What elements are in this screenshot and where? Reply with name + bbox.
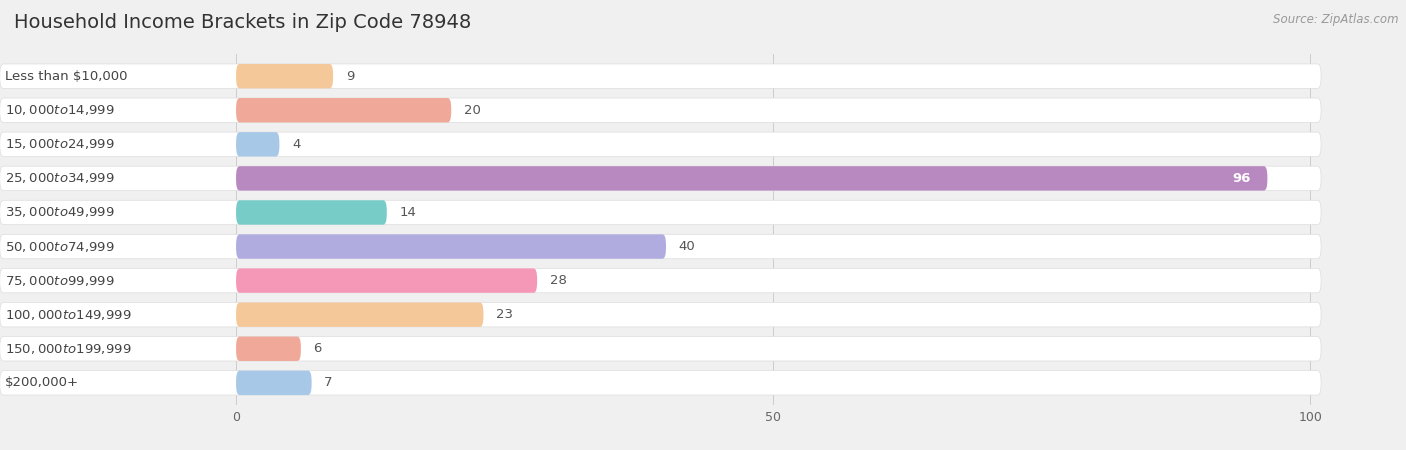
FancyBboxPatch shape bbox=[0, 132, 1322, 157]
Text: $100,000 to $149,999: $100,000 to $149,999 bbox=[6, 308, 132, 322]
Text: 7: 7 bbox=[325, 376, 333, 389]
Text: $50,000 to $74,999: $50,000 to $74,999 bbox=[6, 239, 115, 253]
FancyBboxPatch shape bbox=[0, 64, 1322, 88]
FancyBboxPatch shape bbox=[236, 200, 387, 225]
Text: $150,000 to $199,999: $150,000 to $199,999 bbox=[6, 342, 132, 356]
Text: $75,000 to $99,999: $75,000 to $99,999 bbox=[6, 274, 115, 288]
FancyBboxPatch shape bbox=[236, 268, 537, 293]
FancyBboxPatch shape bbox=[0, 337, 1322, 361]
Text: 14: 14 bbox=[399, 206, 416, 219]
FancyBboxPatch shape bbox=[236, 337, 301, 361]
FancyBboxPatch shape bbox=[0, 166, 1322, 191]
Text: 23: 23 bbox=[496, 308, 513, 321]
Text: 96: 96 bbox=[1233, 172, 1251, 185]
Text: $35,000 to $49,999: $35,000 to $49,999 bbox=[6, 206, 115, 220]
Text: $200,000+: $200,000+ bbox=[6, 376, 79, 389]
Text: Household Income Brackets in Zip Code 78948: Household Income Brackets in Zip Code 78… bbox=[14, 14, 471, 32]
FancyBboxPatch shape bbox=[236, 98, 451, 122]
Text: 4: 4 bbox=[292, 138, 301, 151]
Text: 20: 20 bbox=[464, 104, 481, 117]
FancyBboxPatch shape bbox=[236, 132, 280, 157]
FancyBboxPatch shape bbox=[236, 64, 333, 88]
FancyBboxPatch shape bbox=[0, 234, 1322, 259]
Text: $15,000 to $24,999: $15,000 to $24,999 bbox=[6, 137, 115, 151]
Text: Source: ZipAtlas.com: Source: ZipAtlas.com bbox=[1274, 14, 1399, 27]
FancyBboxPatch shape bbox=[0, 98, 1322, 122]
Text: 9: 9 bbox=[346, 70, 354, 83]
Text: $10,000 to $14,999: $10,000 to $14,999 bbox=[6, 103, 115, 117]
FancyBboxPatch shape bbox=[0, 200, 1322, 225]
FancyBboxPatch shape bbox=[236, 166, 1267, 191]
FancyBboxPatch shape bbox=[0, 371, 1322, 395]
FancyBboxPatch shape bbox=[236, 234, 666, 259]
FancyBboxPatch shape bbox=[0, 268, 1322, 293]
FancyBboxPatch shape bbox=[236, 302, 484, 327]
FancyBboxPatch shape bbox=[236, 371, 312, 395]
Text: Less than $10,000: Less than $10,000 bbox=[6, 70, 128, 83]
Text: 28: 28 bbox=[550, 274, 567, 287]
Text: $25,000 to $34,999: $25,000 to $34,999 bbox=[6, 171, 115, 185]
FancyBboxPatch shape bbox=[0, 302, 1322, 327]
Text: 40: 40 bbox=[679, 240, 696, 253]
Text: 6: 6 bbox=[314, 342, 322, 355]
